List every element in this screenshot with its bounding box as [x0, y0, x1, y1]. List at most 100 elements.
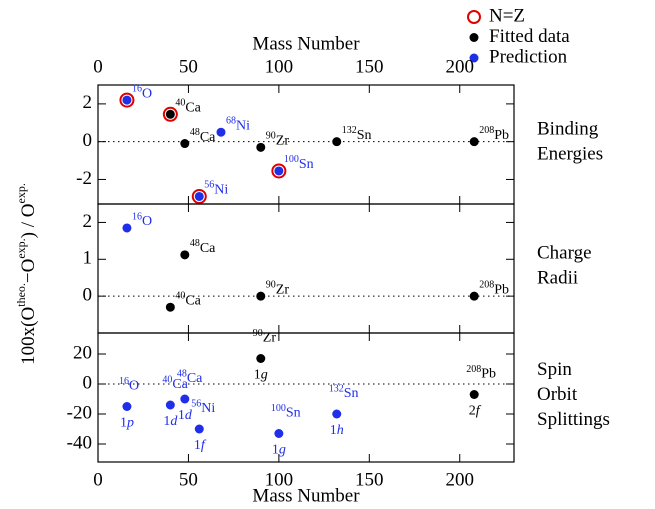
nz-marker — [119, 92, 135, 108]
mass-number: 90 — [266, 279, 276, 290]
legend-marker — [469, 53, 479, 63]
nz-marker — [271, 163, 287, 179]
data-point — [256, 142, 266, 152]
y-tick-label: -2 — [76, 168, 92, 189]
element-label: Ca — [185, 100, 201, 115]
element-label: Ca — [187, 371, 203, 386]
legend-marker — [467, 10, 481, 24]
mass-number: 48 — [190, 127, 200, 138]
mass-number: 208 — [479, 279, 494, 290]
y-tick-label: 2 — [83, 211, 93, 232]
mass-number: 100 — [271, 403, 286, 414]
x-axis-label-bottom: Mass Number — [252, 485, 360, 506]
mass-number: 48 — [177, 368, 187, 379]
panel-label: Radii — [537, 267, 578, 288]
mass-number: 16 — [132, 83, 142, 94]
element-label: Ni — [214, 183, 228, 198]
data-point — [469, 291, 479, 301]
element-label: O — [142, 214, 152, 229]
x-tick-label-top: 200 — [445, 56, 474, 77]
element-label: Pb — [494, 282, 509, 297]
data-point — [180, 250, 190, 260]
mass-number: 16 — [119, 376, 129, 387]
nz-marker — [191, 188, 207, 204]
data-point — [165, 400, 175, 410]
panel-frame — [97, 203, 515, 334]
mass-number: 16 — [132, 211, 142, 222]
element-label: Sn — [286, 406, 301, 421]
element-label: Pb — [494, 128, 509, 143]
data-point — [194, 424, 204, 434]
element-label: Ni — [201, 401, 215, 416]
y-axis-label-part: exp. — [14, 183, 28, 203]
mass-number: 40 — [175, 290, 185, 301]
element-label: Zr — [263, 331, 277, 346]
orbital-label: 1g — [254, 368, 268, 383]
legend-label: N=Z — [489, 5, 525, 26]
element-label: O — [129, 379, 139, 394]
x-tick-label-bottom: 150 — [355, 469, 384, 490]
panel-label: Spin — [537, 359, 572, 380]
legend-label: Prediction — [489, 46, 568, 67]
data-point — [469, 390, 479, 399]
mass-number: 100 — [284, 154, 299, 165]
element-label: Sn — [299, 157, 314, 172]
y-tick-label: -20 — [67, 402, 92, 423]
element-label: Pb — [481, 367, 496, 382]
mass-number: 132 — [329, 383, 344, 394]
y-axis-label-part: theo. — [14, 283, 28, 307]
orbital-label: 1g — [272, 443, 286, 458]
data-point — [122, 223, 132, 233]
mass-number: 68 — [226, 116, 236, 127]
orbital-label: 1d — [163, 414, 178, 429]
panel-label: Energies — [537, 143, 603, 164]
y-tick-label: -40 — [67, 432, 92, 453]
panel-label: Splittings — [537, 409, 610, 430]
x-tick-label-bottom: 50 — [179, 469, 198, 490]
data-point — [122, 402, 132, 411]
x-tick-label-top: 0 — [93, 56, 103, 77]
data-point — [332, 409, 342, 419]
y-tick-label: 0 — [83, 285, 93, 306]
data-point — [256, 291, 266, 301]
element-label: O — [142, 86, 152, 101]
mass-number: 56 — [204, 180, 214, 191]
panel-label: Orbit — [537, 384, 578, 405]
y-axis-label-part: ) / O — [18, 204, 39, 239]
panel-frame — [97, 332, 515, 463]
mass-number: 48 — [190, 238, 200, 249]
y-tick-label: 20 — [73, 342, 92, 363]
x-tick-label-bottom: 0 — [93, 469, 103, 490]
y-tick-label: 0 — [83, 372, 93, 393]
y-axis-label: 100x(Otheo.−Oexp.) / Oexp. — [14, 183, 40, 365]
mass-number: 90 — [266, 131, 276, 142]
element-label: Sn — [357, 128, 372, 143]
legend-marker — [469, 33, 479, 42]
y-tick-label: 1 — [83, 248, 93, 269]
mass-number: 208 — [466, 364, 481, 375]
mass-number: 90 — [253, 328, 263, 339]
y-axis-label-part: 100x(O — [18, 307, 39, 365]
data-point — [180, 139, 190, 149]
element-label: Ca — [200, 130, 216, 145]
x-axis-label-top: Mass Number — [252, 33, 360, 54]
element-label: Ca — [185, 293, 201, 308]
data-point — [274, 166, 284, 176]
data-point — [165, 302, 175, 312]
x-tick-label-bottom: 100 — [265, 469, 294, 490]
mass-number: 132 — [342, 125, 357, 136]
data-point — [332, 137, 342, 147]
mass-number: 40 — [162, 374, 172, 385]
panel-label: Binding — [537, 118, 599, 139]
x-tick-label-bottom: 200 — [445, 469, 474, 490]
mass-number: 208 — [479, 125, 494, 136]
data-point — [165, 109, 175, 119]
orbital-label: 1h — [330, 423, 344, 438]
panel-label: Charge — [537, 242, 592, 263]
data-point — [274, 429, 284, 438]
orbital-label: 1d — [178, 408, 193, 423]
x-tick-label-top: 50 — [179, 56, 198, 77]
panel-frame — [97, 84, 515, 205]
y-axis-label-part: −O — [18, 259, 39, 283]
